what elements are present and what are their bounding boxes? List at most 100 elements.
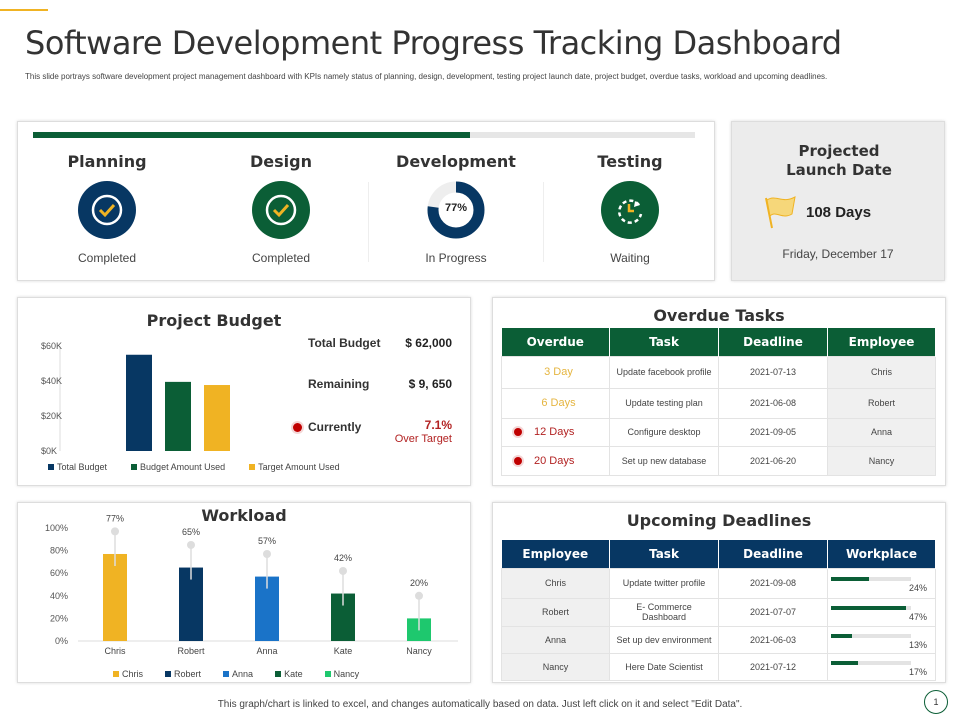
column-header: Employee bbox=[501, 540, 610, 568]
column-header: Task bbox=[609, 540, 719, 568]
progress-donut: 77% bbox=[427, 181, 485, 239]
phase-name: Planning bbox=[67, 152, 147, 171]
workplace-bar bbox=[831, 606, 911, 610]
budget-title: Project Budget bbox=[146, 311, 282, 330]
phase-planning: Planning Completed bbox=[32, 152, 182, 265]
budget-legend: Total Budget Budget Amount Used Target A… bbox=[48, 462, 340, 472]
phase-status: Completed bbox=[77, 251, 137, 265]
task-cell: Configure desktop bbox=[609, 417, 719, 447]
error-dot bbox=[263, 549, 271, 558]
launch-date: Friday, December 17 bbox=[782, 247, 894, 261]
y-tick-label: $0K bbox=[41, 446, 57, 456]
y-tick-label: $20K bbox=[41, 411, 62, 421]
y-tick-label: 0% bbox=[55, 636, 68, 646]
deadline-cell: 2021-09-08 bbox=[718, 567, 828, 599]
workload-legend: Chris Robert Anna Kate Nancy bbox=[113, 669, 359, 679]
legend-label: Chris bbox=[122, 669, 144, 679]
data-label: 65% bbox=[182, 527, 200, 537]
error-dot bbox=[187, 540, 195, 549]
project-budget-card: Project Budget $0K $20K $40K $60K Total Bud… bbox=[17, 297, 471, 486]
overdue-tasks-card: Overdue Tasks Overdue Task Deadline Empl… bbox=[492, 297, 946, 486]
overall-progress-bar bbox=[33, 132, 695, 138]
table-row: 20 Days Set up new database 2021-06-20 N… bbox=[501, 445, 936, 476]
legend-item: Total Budget bbox=[48, 462, 107, 472]
workplace-cell: 13% bbox=[827, 625, 936, 654]
phase-name: Design bbox=[250, 152, 312, 171]
status-dot-icon bbox=[293, 423, 302, 432]
error-dot bbox=[415, 591, 423, 600]
legend-label: Budget Amount Used bbox=[140, 462, 226, 472]
task-cell: Here Date Scientist bbox=[609, 652, 719, 681]
workplace-bar bbox=[831, 577, 911, 581]
alert-dot-icon bbox=[514, 428, 522, 437]
overdue-cell: 12 Days bbox=[501, 417, 610, 447]
table-row: 6 Days Update testing plan 2021-06-08 Ro… bbox=[501, 387, 936, 419]
overdue-cell: 3 Day bbox=[501, 355, 610, 389]
y-tick-label: 40% bbox=[50, 591, 68, 601]
employee-cell: Nancy bbox=[501, 652, 610, 681]
error-dot bbox=[339, 566, 347, 575]
column-header: Deadline bbox=[718, 328, 828, 356]
column-header: Workplace bbox=[827, 540, 936, 568]
remaining-label: Remaining bbox=[308, 377, 370, 391]
x-tick-label: Robert bbox=[177, 646, 205, 656]
employee-cell: Nancy bbox=[827, 445, 936, 476]
phase-status: In Progress bbox=[425, 251, 487, 265]
deadline-cell: 2021-09-05 bbox=[718, 417, 828, 447]
alert-dot-icon bbox=[514, 456, 522, 465]
workplace-cell: 17% bbox=[827, 652, 936, 681]
error-dot bbox=[111, 527, 119, 536]
page-title: Software Development Progress Tracking D… bbox=[25, 24, 842, 62]
legend-label: Kate bbox=[284, 669, 303, 679]
deadline-cell: 2021-07-07 bbox=[718, 597, 828, 627]
phase-development: Development 77% In Progress bbox=[381, 152, 531, 265]
task-cell: Update facebook profile bbox=[609, 355, 719, 389]
legend-label: Total Budget bbox=[57, 462, 108, 472]
task-cell: Set up dev environment bbox=[609, 625, 719, 654]
launch-days: 108 Days bbox=[806, 204, 872, 221]
workplace-percent: 47% bbox=[908, 612, 927, 622]
employee-cell: Robert bbox=[501, 597, 610, 627]
workload-bar bbox=[179, 567, 203, 641]
column-header: Task bbox=[609, 328, 719, 356]
x-tick-label: Kate bbox=[334, 646, 353, 656]
phase-name: Testing bbox=[597, 152, 663, 171]
overdue-cell: 20 Days bbox=[501, 445, 610, 476]
budget-bar bbox=[126, 354, 152, 451]
legend-label: Anna bbox=[232, 669, 254, 679]
check-icon bbox=[252, 181, 310, 239]
deadline-cell: 2021-06-03 bbox=[718, 625, 828, 654]
remaining-value: $ 9, 650 bbox=[408, 377, 452, 391]
currently-value: 7.1% bbox=[424, 418, 452, 432]
employee-cell: Robert bbox=[827, 387, 936, 419]
overdue-cell: 6 Days bbox=[501, 387, 610, 419]
phase-name: Development bbox=[396, 152, 516, 171]
overall-progress-fill bbox=[33, 132, 470, 138]
legend-label: Nancy bbox=[333, 669, 360, 679]
x-tick-label: Chris bbox=[104, 646, 126, 656]
x-tick-label: Nancy bbox=[406, 646, 432, 656]
table-row: Anna Set up dev environment 2021-06-03 1… bbox=[501, 625, 936, 654]
workload-chart: 0% 20% 40% 60% 80% 100% 77% Chris 65% Robert 57% An… bbox=[45, 513, 458, 656]
page-subtitle: This slide portrays software development… bbox=[25, 72, 828, 81]
table-row: Chris Update twitter profile 2021-09-08 … bbox=[501, 567, 936, 599]
employee-cell: Anna bbox=[827, 417, 936, 447]
workplace-percent: 13% bbox=[908, 639, 927, 650]
launch-date-card: Projected Launch Date 108 Days Friday, D… bbox=[731, 121, 945, 281]
employee-cell: Chris bbox=[827, 355, 936, 389]
data-label: 42% bbox=[334, 553, 352, 563]
phase-status: Waiting bbox=[610, 251, 650, 265]
task-cell: Update twitter profile bbox=[609, 567, 719, 599]
legend-label: Target Amount Used bbox=[258, 462, 340, 472]
currently-label: Currently bbox=[308, 420, 362, 434]
upcoming-deadlines-card: Upcoming Deadlines Employee Task Deadlin… bbox=[492, 502, 946, 683]
task-cell: Set up new database bbox=[609, 445, 719, 476]
y-tick-label: 60% bbox=[50, 568, 68, 578]
legend-item: Chris bbox=[113, 669, 143, 679]
budget-chart: $0K $20K $40K $60K bbox=[41, 341, 230, 456]
workload-bar bbox=[103, 553, 127, 641]
data-label: 77% bbox=[106, 513, 124, 523]
phase-design: Design Completed bbox=[206, 152, 356, 265]
y-tick-label: $40K bbox=[41, 376, 62, 386]
legend-item: Budget Amount Used bbox=[131, 462, 225, 472]
